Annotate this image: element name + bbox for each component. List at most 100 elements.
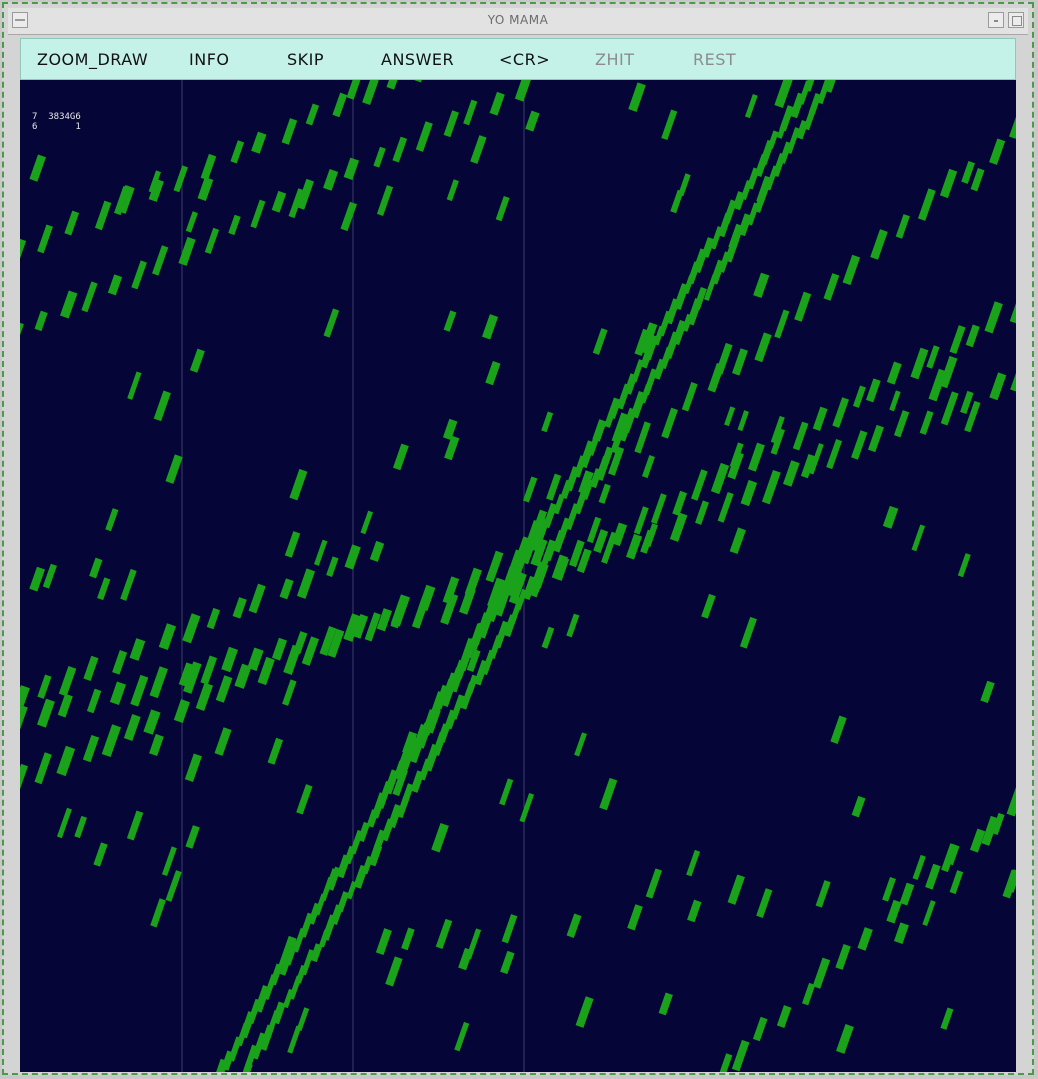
hit-segment (323, 169, 339, 191)
hit-segment (221, 1050, 235, 1071)
hit-segment (981, 815, 999, 846)
maximize-button[interactable] (1008, 12, 1024, 28)
hit-segment (361, 855, 374, 875)
hit-segment (390, 603, 406, 629)
hit-segment (282, 988, 294, 1009)
hit-segment (969, 828, 986, 853)
hit-segment (628, 82, 646, 112)
hit-segment (234, 663, 252, 689)
hit-segment (939, 168, 958, 199)
hit-segment (327, 628, 345, 658)
hit-segment (754, 332, 772, 363)
hit-segment (732, 348, 748, 376)
hit-segment (185, 211, 198, 233)
hit-segment (639, 322, 658, 355)
hit-segment (184, 753, 202, 783)
zoom-draw-button[interactable]: ZOOM_DRAW (37, 50, 149, 69)
hit-segment (566, 913, 582, 938)
hit-segment (178, 236, 196, 266)
hit-segment (678, 173, 691, 197)
hit-segment (440, 593, 459, 625)
hit-segment (20, 322, 24, 336)
hit-segment (592, 419, 607, 442)
hit-segment (183, 661, 202, 694)
hit-segment (842, 254, 861, 286)
hit-segment (643, 334, 659, 361)
hit-segment (882, 505, 899, 529)
rest-button[interactable]: REST (693, 50, 737, 69)
hit-segment (34, 310, 48, 332)
hit-segment (127, 371, 142, 400)
hit-segment (42, 563, 57, 589)
hit-segment (489, 91, 505, 116)
hit-segment (393, 443, 409, 471)
hit-segment (182, 613, 201, 644)
hit-segment (576, 548, 592, 574)
hit-segment (671, 319, 688, 346)
info-button[interactable]: INFO (189, 50, 230, 69)
hit-segment (93, 842, 108, 867)
hit-segment (939, 355, 958, 389)
hit-segment (269, 963, 283, 986)
hit-segment (693, 287, 707, 310)
hit-segment (727, 874, 745, 905)
skip-button[interactable]: SKIP (287, 50, 325, 69)
hit-segment (717, 491, 734, 523)
hit-segment (882, 876, 896, 902)
zhit-button[interactable]: ZHIT (595, 50, 635, 69)
hit-segment (832, 397, 849, 428)
hit-segment (58, 666, 77, 697)
hit-segment (101, 724, 122, 758)
hit-segment (362, 80, 379, 105)
hit-segment (413, 80, 422, 83)
hit-segment (970, 168, 985, 192)
hit-segment (369, 540, 385, 562)
hit-segment (81, 281, 98, 313)
hit-segment (522, 476, 538, 503)
hit-segment (770, 428, 785, 455)
hit-segment (392, 136, 408, 163)
hit-segment (686, 849, 701, 877)
hit-segment (282, 679, 297, 706)
hit-segment (173, 699, 190, 723)
minimize-button[interactable] (988, 12, 1004, 28)
hit-segment (808, 443, 824, 475)
hit-segment (250, 199, 266, 229)
hit-segment (579, 440, 596, 469)
hit-segment (836, 1024, 854, 1054)
hit-segment (642, 455, 655, 479)
hit-segment (287, 1025, 302, 1054)
hit-segment (598, 483, 611, 504)
hit-segment (542, 539, 558, 562)
hit-segment (385, 956, 403, 987)
hit-segment (214, 727, 232, 756)
hit-segment (515, 588, 528, 611)
hit-segment (669, 512, 688, 542)
hit-segment (851, 795, 866, 818)
hit-segment (633, 506, 649, 535)
hit-segment (411, 596, 430, 629)
hit-segment (508, 572, 527, 605)
title-bar[interactable]: YO MAMA (8, 8, 1028, 35)
hit-segment (989, 138, 1006, 165)
hit-segment (271, 637, 288, 661)
carriage-return-button[interactable]: <CR> (499, 50, 551, 69)
hit-segment (893, 922, 909, 944)
event-display-canvas[interactable]: 7 3834G6 6 1 (20, 80, 1016, 1072)
hit-segment (200, 655, 218, 685)
hit-segment (574, 732, 587, 757)
hit-segment (458, 947, 473, 971)
hit-segment (332, 92, 348, 118)
hit-segment (980, 680, 995, 704)
hit-segment (153, 390, 171, 422)
hit-segment (672, 490, 688, 516)
hit-segment (442, 576, 460, 605)
window-menu-button[interactable] (12, 12, 28, 28)
hit-segment (64, 210, 80, 236)
hit-segment (608, 446, 625, 476)
hit-segment (1009, 116, 1016, 139)
hit-segment (305, 103, 320, 126)
hit-segment (149, 733, 164, 756)
answer-button[interactable]: ANSWER (381, 50, 455, 69)
hit-segment (737, 213, 753, 237)
